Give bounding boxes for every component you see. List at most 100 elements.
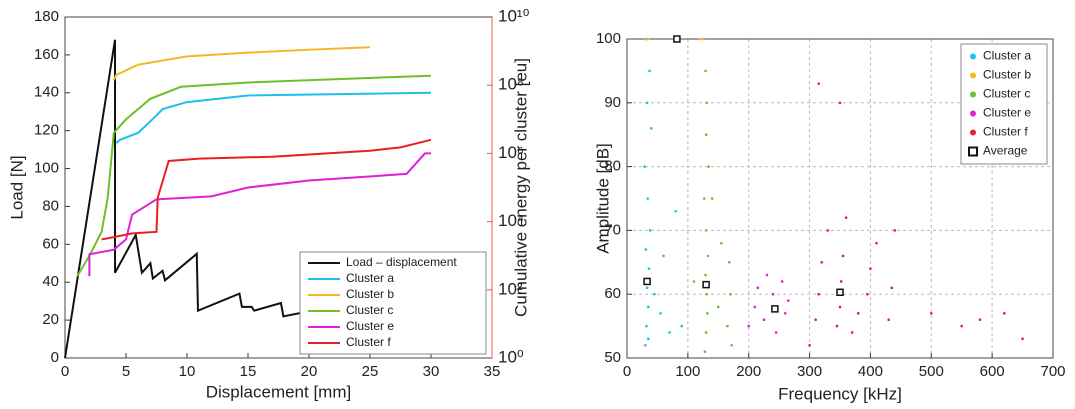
scatter-point	[702, 280, 710, 289]
scatter-point	[814, 318, 817, 322]
scatter-point	[645, 324, 648, 328]
y-tick-label: 120	[34, 122, 59, 139]
legend-label: Cluster c	[983, 87, 1030, 101]
scatter-point	[650, 127, 653, 130]
x-tick-label: 300	[797, 363, 822, 380]
scatter-point	[826, 229, 830, 232]
legend: Load – displacement Cluster a Cluster b Clu…	[299, 251, 487, 355]
x-tick-label: 700	[1040, 363, 1065, 380]
scatter-point	[720, 241, 723, 245]
legend-label: Cluster b	[346, 287, 394, 301]
scatter-point	[674, 209, 677, 213]
scatter-point	[680, 324, 684, 328]
legend-label: Cluster a	[983, 49, 1031, 63]
scatter-point	[960, 324, 964, 328]
line-series	[101, 138, 432, 241]
y-tick-label: 0	[51, 349, 59, 366]
y-tick-label: 140	[34, 84, 59, 101]
scatter-point	[844, 216, 848, 219]
scatter-point	[643, 343, 647, 347]
y-axis-label: Amplitude [dB]	[593, 143, 612, 254]
scatter-point	[705, 101, 709, 105]
scatter-point	[820, 261, 824, 264]
scatter-point	[783, 312, 787, 315]
plot-frame	[626, 38, 1054, 359]
scatter-point	[726, 324, 729, 328]
scatter-point	[692, 280, 696, 283]
scatter-point	[668, 331, 671, 334]
line-series	[64, 39, 306, 359]
scatter-point	[729, 292, 732, 296]
scatter-point	[647, 305, 650, 309]
scatter-point	[647, 37, 650, 41]
x-tick-label: 35	[484, 363, 501, 380]
scatter-point	[704, 133, 708, 136]
legend-label: Cluster c	[346, 303, 393, 317]
scatter-point	[869, 267, 872, 270]
y-tick-label: 60	[604, 285, 621, 302]
scatter-point	[673, 35, 681, 43]
scatter-point	[835, 324, 839, 328]
scatter-point	[645, 101, 649, 105]
scatter-point	[646, 197, 649, 200]
scatter-point	[836, 288, 844, 297]
legend: Cluster a Cluster b Cluster c Cluster e Clus…	[960, 43, 1048, 165]
legend-label: Cluster e	[983, 106, 1031, 120]
y2-tick-label: 10⁸	[498, 75, 524, 94]
line-series	[115, 91, 432, 144]
y-tick-label: 20	[42, 311, 59, 328]
scatter-point	[817, 82, 820, 85]
legend-label: Cluster e	[346, 319, 394, 333]
scatter-point	[653, 292, 656, 296]
scatter-point	[701, 37, 705, 41]
legend-label: Load – displacement	[346, 255, 457, 269]
legend-label: Cluster b	[983, 68, 1031, 82]
scatter-point	[643, 165, 646, 168]
x-tick-label: 5	[122, 363, 130, 380]
scatter-point	[838, 305, 842, 309]
scatter-point	[702, 197, 706, 200]
legend-swatch	[968, 146, 978, 157]
scatter-point	[698, 37, 702, 41]
x-tick-label: 100	[675, 363, 700, 380]
scatter-point	[817, 292, 820, 296]
scatter-point	[644, 248, 648, 251]
legend-label: Cluster f	[346, 335, 391, 349]
line-series	[76, 74, 432, 277]
legend-swatch	[970, 72, 976, 79]
scatter-point	[710, 197, 714, 200]
y2-tick-label: 10¹⁰	[498, 6, 530, 25]
y-tick-label: 80	[42, 197, 59, 214]
scatter-point	[893, 229, 897, 232]
scatter-point	[747, 324, 751, 328]
legend-swatch	[970, 129, 976, 136]
y2-tick-label: 10⁴	[498, 211, 524, 230]
scatter-point	[707, 165, 710, 168]
scatter-point	[643, 37, 647, 41]
legend-label: Cluster f	[983, 125, 1028, 139]
scatter-point	[1003, 312, 1006, 315]
legend-swatch	[970, 53, 976, 60]
y-tick-label: 80	[604, 158, 621, 175]
scatter-point	[839, 280, 843, 283]
scatter-point	[756, 286, 760, 290]
scatter-point	[730, 343, 733, 347]
y-tick-label: 60	[42, 235, 59, 252]
scatter-point	[856, 312, 860, 315]
scatter-point	[662, 254, 665, 258]
y-axis-label: Load [N]	[7, 155, 26, 219]
scatter-point	[887, 318, 890, 322]
scatter-point	[929, 312, 933, 315]
scatter-point	[762, 318, 766, 322]
y-tick-label: 50	[604, 349, 621, 366]
scatter-point	[978, 318, 982, 322]
legend-box	[960, 43, 1048, 165]
y-tick-label: 40	[42, 273, 59, 290]
y-tick-label: 90	[604, 94, 621, 111]
scatter-point	[808, 343, 811, 347]
scatter-point	[1021, 337, 1024, 341]
y-tick-label: 160	[34, 46, 59, 63]
scatter-point	[771, 292, 775, 296]
scatter-point	[774, 331, 778, 334]
